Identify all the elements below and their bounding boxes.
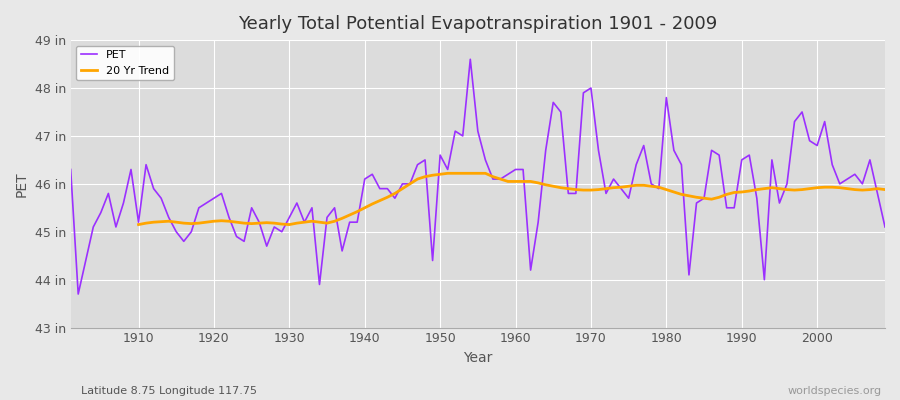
Line: PET: PET (71, 59, 885, 294)
20 Yr Trend (133, 222, 144, 227)
20 Yr Trend (307, 219, 318, 224)
20 Yr Trend (442, 171, 453, 176)
PET (526, 268, 536, 272)
X-axis label: Year: Year (464, 351, 492, 365)
Text: Latitude 8.75 Longitude 117.75: Latitude 8.75 Longitude 117.75 (81, 386, 257, 396)
PET (133, 220, 144, 224)
Text: worldspecies.org: worldspecies.org (788, 386, 882, 396)
20 Yr Trend (827, 185, 838, 190)
PET (299, 220, 310, 224)
Legend: PET, 20 Yr Trend: PET, 20 Yr Trend (76, 46, 174, 80)
PET (345, 220, 356, 224)
PET (66, 167, 77, 172)
PET (879, 224, 890, 229)
PET (616, 186, 626, 191)
PET (518, 167, 528, 172)
Y-axis label: PET: PET (15, 171, 29, 197)
20 Yr Trend (850, 187, 860, 192)
20 Yr Trend (879, 187, 890, 192)
20 Yr Trend (526, 179, 536, 184)
Title: Yearly Total Potential Evapotranspiration 1901 - 2009: Yearly Total Potential Evapotranspiratio… (238, 15, 717, 33)
20 Yr Trend (586, 188, 597, 192)
PET (73, 292, 84, 296)
Line: 20 Yr Trend: 20 Yr Trend (139, 173, 885, 224)
20 Yr Trend (276, 222, 287, 226)
PET (465, 57, 476, 62)
